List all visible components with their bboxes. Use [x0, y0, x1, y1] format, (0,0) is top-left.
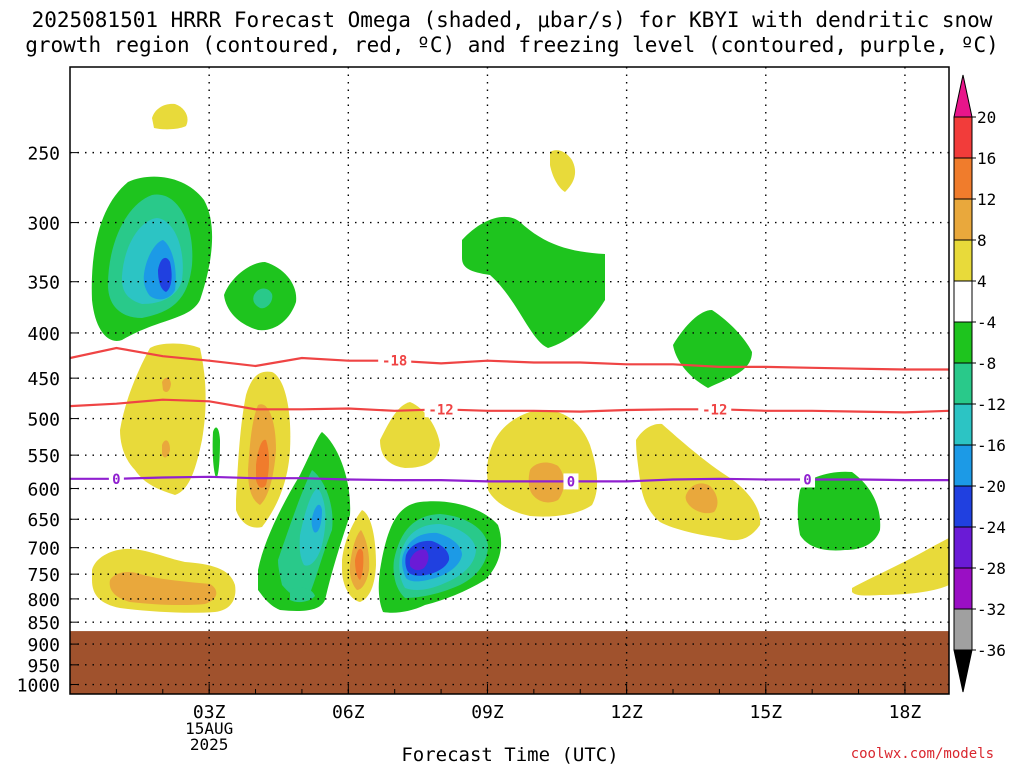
contour-label-bg: [698, 401, 732, 418]
colorbar-swatch: [953, 485, 973, 528]
credit-link[interactable]: coolwx.com/models: [850, 746, 994, 762]
colorbar-bottom-arrow: [953, 649, 973, 693]
y-tick-label: 700: [27, 539, 60, 560]
omega-cell-500hpa-03z: [120, 343, 206, 495]
omega-cell-430hpa-14z: [673, 310, 752, 388]
contour-label-bg: [378, 352, 412, 369]
y-tick-label: 750: [27, 565, 60, 586]
y-tick-label: 300: [27, 214, 60, 235]
y-tick-label: 400: [27, 324, 60, 345]
colorbar-swatch: [953, 321, 973, 364]
omega-cell-220hpa: [152, 103, 188, 130]
colorbar-swatch: [953, 239, 973, 282]
colorbar-swatch: [953, 198, 973, 241]
y-tick-label: 1000: [17, 676, 60, 697]
chart-title-line-2: growth region (contoured, red, ºC) and f…: [25, 33, 999, 57]
colorbar-label: -36: [977, 641, 1006, 660]
omega-cell-260hpa-11z: [550, 150, 576, 192]
colorbar-label: -8: [977, 354, 996, 373]
colorbar-label: 20: [977, 108, 996, 127]
colorbar-swatch: [953, 526, 973, 569]
y-tick-label: 450: [27, 369, 60, 390]
y-tick-label: 900: [27, 635, 60, 656]
contour-label-bg: [108, 470, 124, 487]
contour-label: 0: [803, 472, 811, 488]
contour-label: 0: [112, 472, 120, 488]
y-tick-label: 500: [27, 410, 60, 431]
contour-label-bg: [563, 473, 579, 490]
x-tick-label: 15Z: [750, 702, 783, 723]
colorbar-label: -12: [977, 395, 1006, 414]
y-tick-label: 550: [27, 446, 60, 467]
omega-cell-620hpa-14z: [636, 423, 761, 541]
y-tick-label: 850: [27, 613, 60, 634]
pressure-axis: 2503003504004505005506006507007508008509…: [17, 144, 78, 697]
omega-cell-630hpa-17z: [797, 471, 881, 551]
omega-shading-layer: [91, 103, 949, 613]
omega-cell-780hpa-18z: [852, 538, 949, 596]
colorbar-swatch: [953, 567, 973, 610]
omega-cell-780hpa-02z: [92, 548, 236, 613]
contour-line-dendritic-growth: [70, 346, 949, 371]
colorbar-swatch: [953, 403, 973, 446]
colorbar-label: -4: [977, 313, 996, 332]
y-tick-label: 650: [27, 510, 60, 531]
y-tick-label: 350: [27, 273, 60, 294]
colorbar-label: 16: [977, 149, 996, 168]
contour-line-dendritic-growth: [70, 398, 949, 414]
x-tick-label: 06Z: [332, 702, 365, 723]
omega-cell-580hpa-05z: [236, 371, 291, 528]
colorbar-swatch: [953, 157, 973, 200]
colorbar-swatch: [953, 362, 973, 405]
colorbar-label: 8: [977, 231, 987, 250]
y-tick-label: 950: [27, 656, 60, 677]
colorbar-label: -28: [977, 559, 1006, 578]
omega-cell-730hpa-07z: [342, 510, 376, 602]
plot-frame: [69, 66, 950, 695]
chart-title-line-1: 2025081501 HRRR Forecast Omega (shaded, …: [31, 8, 993, 32]
x-tick-label: 03Z: [193, 702, 226, 723]
colorbar-label: 12: [977, 190, 996, 209]
colorbar-swatch: [953, 116, 973, 159]
colorbar-swatch: [953, 280, 973, 323]
colorbar-swatch: [953, 608, 973, 651]
colorbar-label: -20: [977, 477, 1006, 496]
omega-cell-650hpa-06z: [258, 432, 351, 611]
contour-label: 0: [567, 474, 575, 490]
ground-fill: [70, 631, 949, 694]
omega-cell-330hpa-10z: [462, 216, 605, 348]
ground-layer: [70, 631, 949, 694]
colorbar-swatch: [953, 444, 973, 487]
y-tick-label: 800: [27, 590, 60, 611]
x-axis-title: Forecast Time (UTC): [401, 744, 619, 766]
x-tick-label: 12Z: [610, 702, 643, 723]
contour-label: -18: [382, 354, 407, 370]
omega-cell-720hpa-08z: [378, 501, 502, 613]
omega-cell-upper-left: [91, 176, 213, 341]
colorbar-label: -16: [977, 436, 1006, 455]
colorbar-label: -32: [977, 600, 1006, 619]
contour-label-bg: [800, 471, 816, 488]
contour-label: -12: [702, 402, 727, 418]
y-tick-label: 600: [27, 480, 60, 501]
x-tick-label: 18Z: [889, 702, 922, 723]
omega-colorbar: 20 16 12 8 4 -4 -8 -12 -16 -20 -24 -28 -32 -36: [953, 74, 1006, 693]
y-tick-label: 250: [27, 144, 60, 165]
x-tick-label: 09Z: [471, 702, 504, 723]
colorbar-label: 4: [977, 272, 987, 291]
temperature-contours: -18 -12 -12 0 0 0: [70, 346, 949, 490]
contour-label: -12: [428, 402, 453, 418]
date-label-line: 15AUG: [185, 719, 233, 738]
colorbar-top-arrow: [953, 74, 973, 118]
omega-cell-thin-04z: [212, 427, 220, 478]
omega-cell-610hpa-11z: [487, 410, 598, 517]
colorbar-label: -24: [977, 518, 1006, 537]
date-label-line: 2025: [190, 735, 229, 754]
contour-label-bg: [424, 401, 458, 418]
omega-cell-350hpa-04z: [224, 262, 297, 331]
omega-cell-560hpa-08z: [380, 402, 440, 468]
